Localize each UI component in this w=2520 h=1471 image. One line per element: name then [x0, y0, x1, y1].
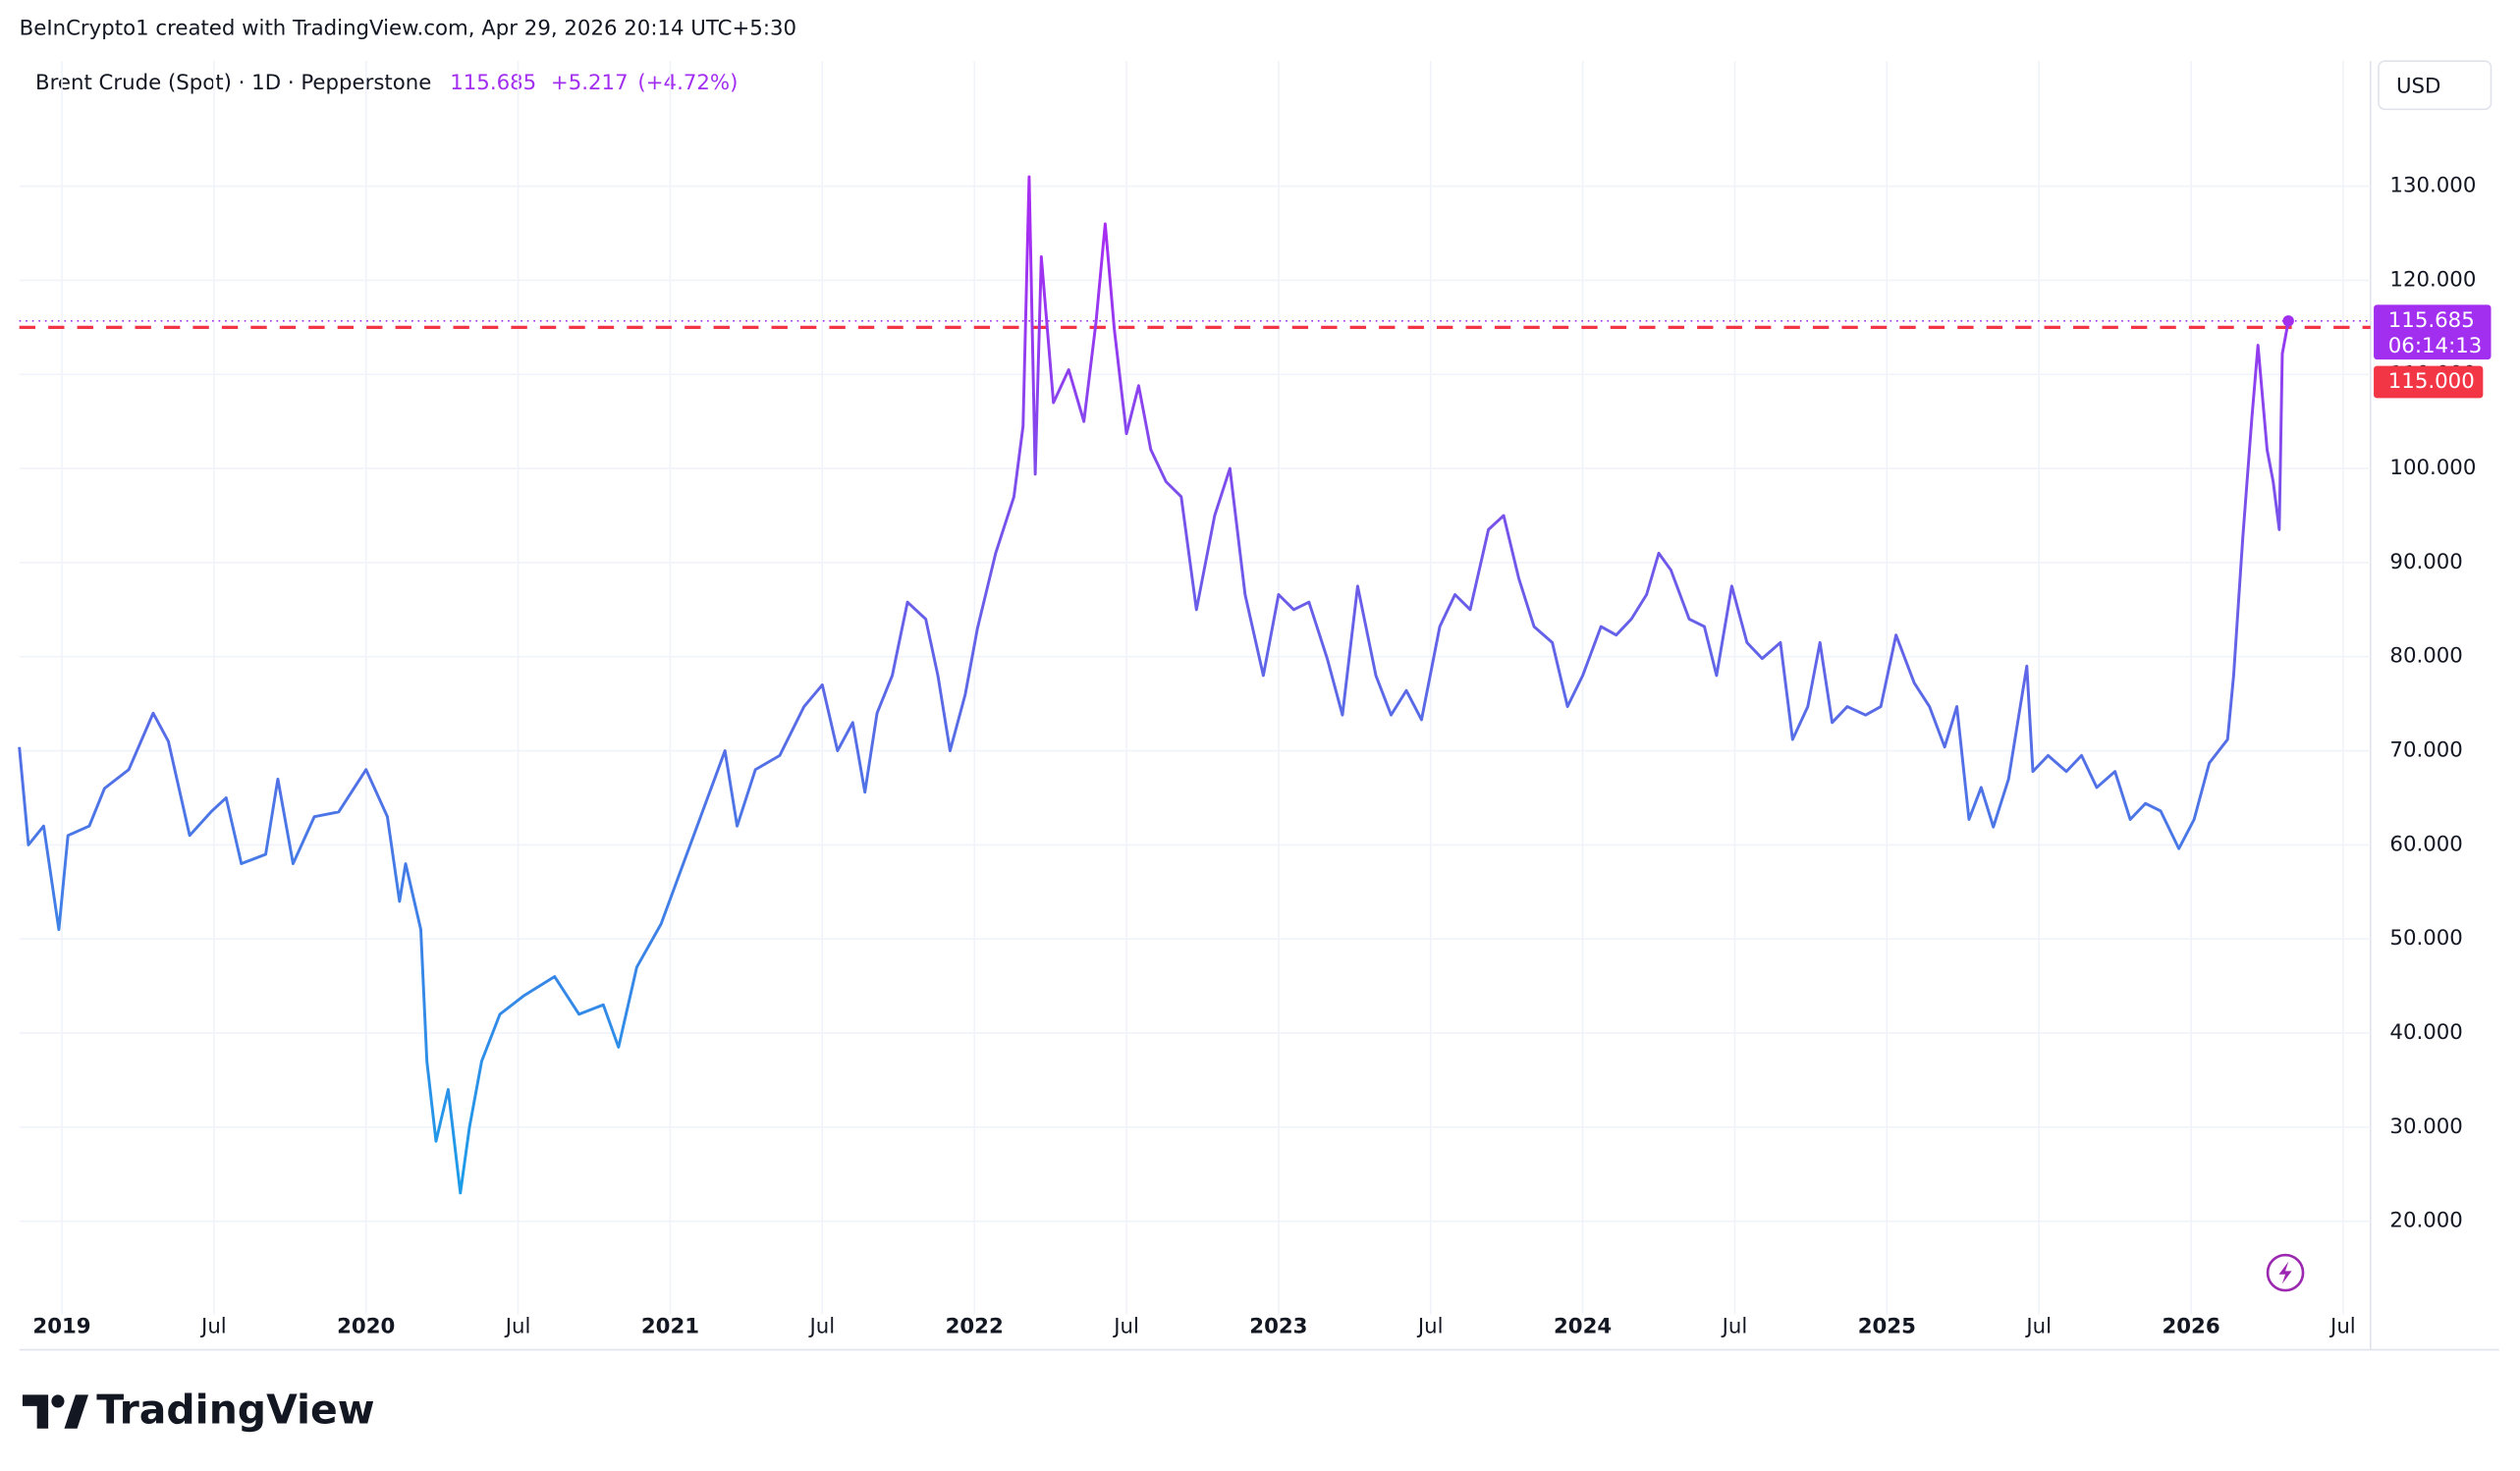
icon-ring[interactable]: [2266, 1253, 2305, 1292]
header-change: +5.217: [551, 71, 629, 95]
x-tick-label: Jul: [1721, 1315, 1748, 1339]
y-tick-label: 60.000: [2389, 832, 2462, 856]
x-tick-label: Jul: [807, 1315, 835, 1339]
x-tick-label: Jul: [199, 1315, 227, 1339]
x-tick-label: Jul: [2328, 1315, 2356, 1339]
logo-dot: [51, 1394, 65, 1408]
y-tick-label: 70.000: [2389, 738, 2462, 763]
y-tick-label: 40.000: [2389, 1020, 2462, 1045]
x-tick-label: Jul: [504, 1315, 531, 1339]
countdown-label: 06:14:13: [2388, 334, 2483, 358]
last-point: [2282, 315, 2294, 327]
x-tick-label: 2020: [337, 1315, 395, 1339]
x-tick-label: 2025: [1858, 1315, 1916, 1339]
x-tick-label: 2023: [1249, 1315, 1307, 1339]
y-tick-label: 90.000: [2389, 550, 2462, 574]
y-tick-label: 130.000: [2389, 174, 2476, 198]
lightning-icon[interactable]: [2266, 1253, 2305, 1292]
x-tick-label: Jul: [1416, 1315, 1444, 1339]
hline-label: 115.000: [2388, 369, 2475, 394]
y-tick-label: 80.000: [2389, 644, 2462, 669]
header-price: 115.685: [450, 71, 536, 95]
logo-shape: [64, 1394, 89, 1429]
x-tick-label: 2019: [32, 1315, 90, 1339]
y-tick-label: 30.000: [2389, 1115, 2462, 1139]
grid: [19, 61, 2371, 1315]
logo-shape: [22, 1394, 49, 1429]
x-tick-label: 2026: [2162, 1315, 2219, 1339]
x-tick-label: 2021: [641, 1315, 699, 1339]
brand-logo: TradingView: [22, 1386, 375, 1433]
y-tick-label: 120.000: [2389, 267, 2476, 292]
brand: TradingView: [96, 1386, 374, 1433]
x-tick-label: 2022: [946, 1315, 1004, 1339]
hline-box: [2374, 365, 2484, 399]
x-tick-label: 2024: [1554, 1315, 1612, 1339]
icon-bolt[interactable]: [2278, 1261, 2292, 1284]
header-change-pct: (+4.72%): [637, 71, 738, 95]
currency-box[interactable]: [2378, 60, 2493, 111]
x-tick-label: Jul: [1112, 1315, 1139, 1339]
y-tick-label: 100.000: [2389, 456, 2476, 480]
currency[interactable]: USD: [2396, 74, 2440, 98]
last-price-label: 115.685: [2388, 308, 2475, 333]
y-tick-label: 50.000: [2389, 926, 2462, 951]
x-tick-label: Jul: [2024, 1315, 2052, 1339]
attribution: BeInCrypto1 created with TradingView.com…: [20, 16, 796, 40]
price-line: [18, 175, 2290, 1195]
chart-title: Brent Crude (Spot) · 1D · Pepperstone: [35, 71, 431, 95]
y-tick-label: 20.000: [2389, 1209, 2462, 1233]
last-price-box: [2374, 304, 2492, 360]
